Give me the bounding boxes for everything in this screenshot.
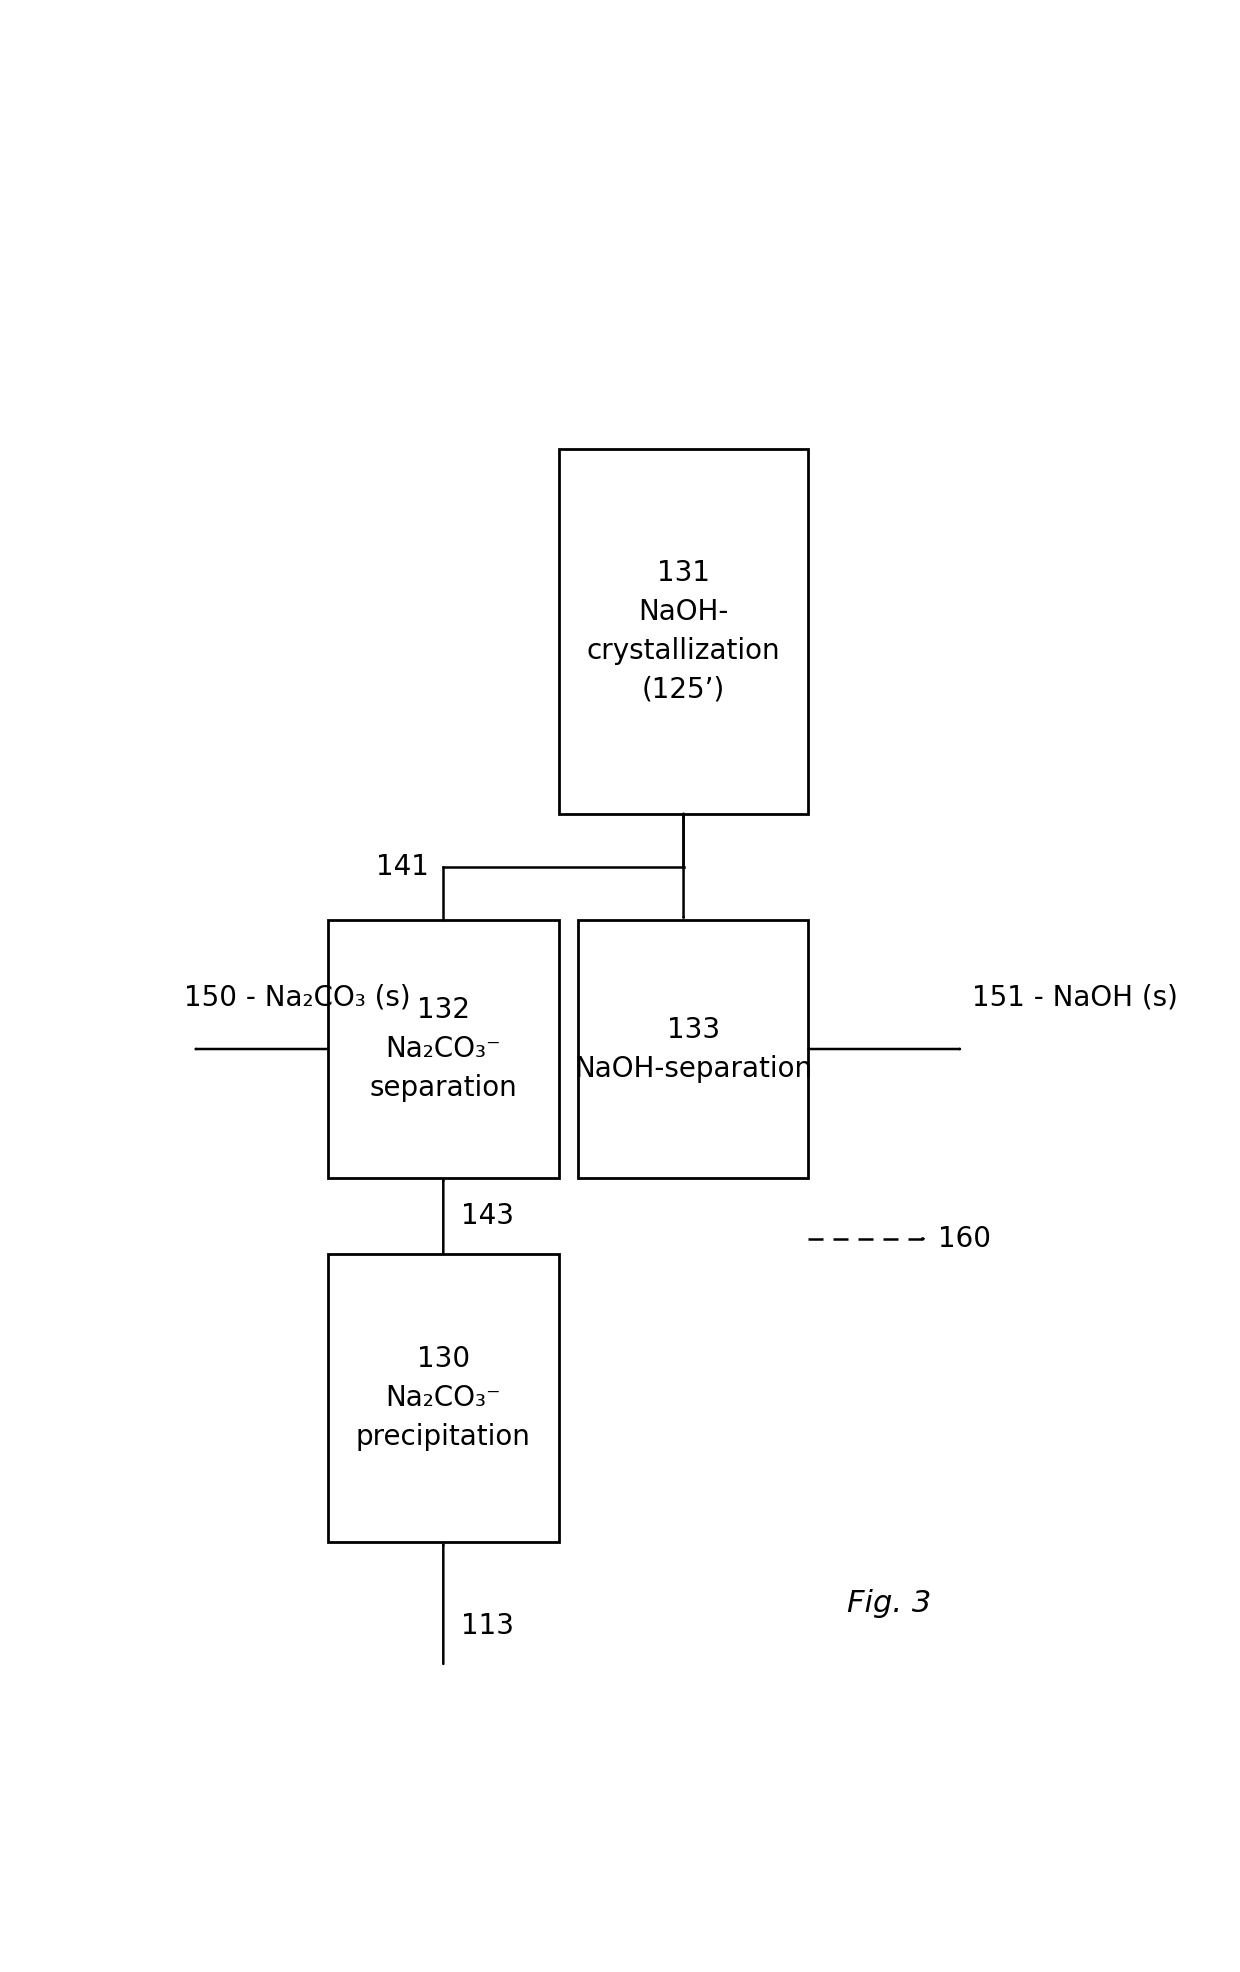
Text: 151 - NaOH (s): 151 - NaOH (s)	[972, 984, 1178, 1012]
Bar	[327, 919, 558, 1177]
Text: 143: 143	[460, 1203, 513, 1231]
Bar	[558, 450, 808, 814]
Text: 132
Na₂CO₃⁻
separation: 132 Na₂CO₃⁻ separation	[370, 996, 517, 1102]
Text: 160: 160	[939, 1225, 991, 1252]
Bar	[327, 1254, 558, 1542]
Text: 130
Na₂CO₃⁻
precipitation: 130 Na₂CO₃⁻ precipitation	[356, 1345, 531, 1451]
Text: Fig. 3: Fig. 3	[847, 1589, 931, 1617]
Text: 131
NaOH-
crystallization
(125’): 131 NaOH- crystallization (125’)	[587, 558, 780, 704]
Text: 141: 141	[376, 852, 429, 881]
Bar	[578, 919, 808, 1177]
Text: 113: 113	[460, 1611, 513, 1641]
Text: 150 - Na₂CO₃ (s): 150 - Na₂CO₃ (s)	[184, 984, 410, 1012]
Text: 133
NaOH-separation: 133 NaOH-separation	[574, 1016, 812, 1083]
